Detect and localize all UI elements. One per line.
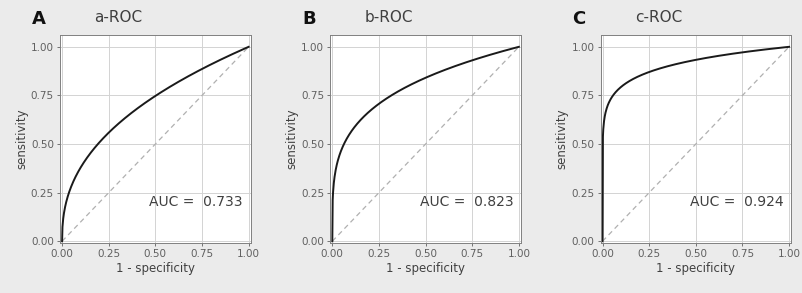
Text: B: B xyxy=(302,10,315,28)
Text: A: A xyxy=(31,10,46,28)
Text: b-ROC: b-ROC xyxy=(364,10,413,25)
X-axis label: 1 - specificity: 1 - specificity xyxy=(115,262,195,275)
X-axis label: 1 - specificity: 1 - specificity xyxy=(655,262,735,275)
Y-axis label: sensitivity: sensitivity xyxy=(15,109,28,169)
Text: AUC =  0.924: AUC = 0.924 xyxy=(689,195,783,209)
Text: AUC =  0.733: AUC = 0.733 xyxy=(149,195,242,209)
Y-axis label: sensitivity: sensitivity xyxy=(285,109,298,169)
Text: C: C xyxy=(571,10,585,28)
X-axis label: 1 - specificity: 1 - specificity xyxy=(386,262,464,275)
Text: AUC =  0.823: AUC = 0.823 xyxy=(419,195,512,209)
Text: c-ROC: c-ROC xyxy=(634,10,682,25)
Y-axis label: sensitivity: sensitivity xyxy=(555,109,568,169)
Text: a-ROC: a-ROC xyxy=(95,10,143,25)
